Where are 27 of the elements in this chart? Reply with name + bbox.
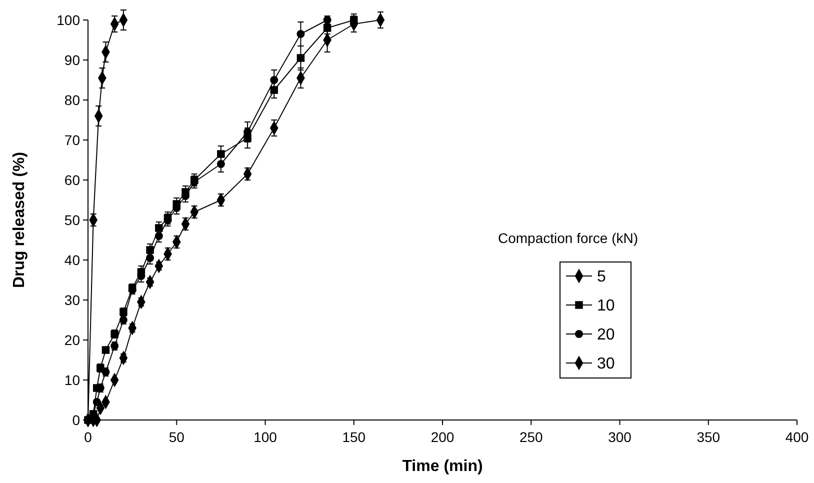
y-tick-label: 30 — [64, 292, 80, 308]
y-tick-label: 70 — [64, 132, 80, 148]
x-tick-label: 350 — [696, 429, 720, 445]
y-tick-label: 90 — [64, 52, 80, 68]
y-tick-label: 80 — [64, 92, 80, 108]
y-tick-label: 10 — [64, 372, 80, 388]
y-tick-label: 0 — [72, 412, 80, 428]
legend-label: 20 — [597, 326, 615, 344]
x-tick-label: 150 — [342, 429, 366, 445]
legend-title: Compaction force (kN) — [498, 230, 638, 246]
legend-label: 30 — [597, 356, 615, 373]
x-tick-label: 250 — [519, 429, 544, 445]
x-tick-label: 300 — [608, 429, 632, 445]
y-tick-label: 60 — [64, 172, 80, 188]
legend-label: 10 — [597, 298, 615, 315]
y-tick-label: 40 — [64, 252, 80, 268]
y-tick-label: 50 — [64, 212, 80, 228]
x-tick-label: 100 — [254, 429, 278, 445]
y-tick-label: 20 — [64, 332, 80, 348]
y-tick-label: 100 — [56, 12, 80, 28]
x-tick-label: 50 — [168, 429, 185, 445]
y-axis-title: Drug released (%) — [11, 152, 28, 288]
x-tick-label: 200 — [430, 429, 454, 445]
x-tick-label: 0 — [84, 429, 92, 445]
x-tick-label: 400 — [785, 429, 809, 445]
x-axis-title: Time (min) — [402, 458, 483, 475]
legend-label: 5 — [597, 268, 606, 286]
